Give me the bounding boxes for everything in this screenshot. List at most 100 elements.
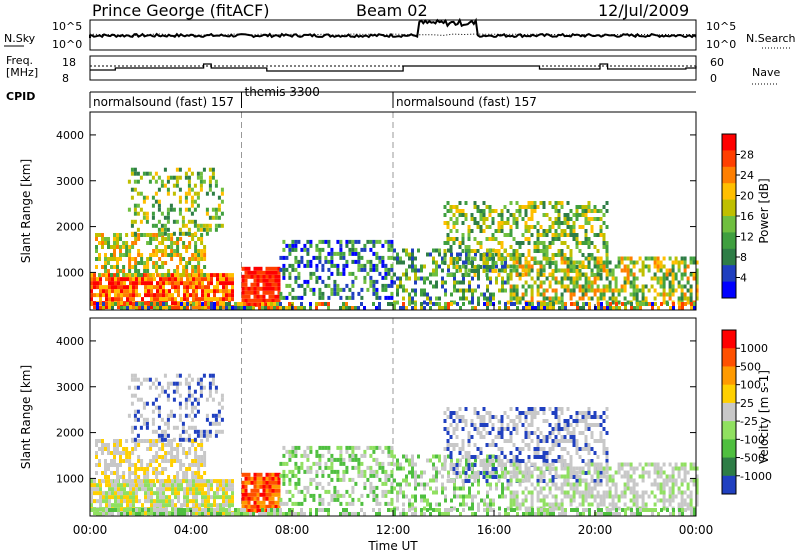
power-cell: [512, 237, 516, 241]
power-cell: [114, 293, 117, 298]
power-cell: [171, 281, 174, 286]
velocity-cell: [512, 498, 516, 503]
velocity-cell: [512, 462, 516, 467]
velocity-cell: [518, 463, 522, 467]
power-cell: [141, 281, 144, 286]
power-cell: [566, 268, 570, 273]
power-cell: [153, 297, 156, 302]
power-cell: [486, 276, 489, 281]
power-cell: [168, 293, 171, 298]
velocity-cell: [548, 447, 552, 451]
velocity-cell: [95, 443, 98, 447]
power-cell: [96, 285, 99, 290]
power-cell: [581, 296, 585, 301]
power-cell: [342, 267, 346, 272]
power-cell: [318, 259, 322, 264]
power-cell: [605, 276, 609, 281]
velocity-cell: [545, 459, 549, 463]
velocity-cell: [473, 463, 477, 467]
velocity-cell: [494, 415, 498, 419]
power-cell: [381, 255, 385, 260]
velocity-cell: [518, 502, 522, 507]
velocity-cell: [476, 455, 480, 459]
velocity-cell: [135, 487, 138, 492]
velocity-cell: [122, 447, 126, 451]
power-cell: [167, 245, 171, 249]
power-cell: [351, 247, 355, 252]
power-cell: [166, 187, 170, 192]
power-cell: [530, 296, 534, 301]
power-cell: [608, 272, 612, 277]
velocity-cell: [144, 511, 147, 516]
power-cell: [402, 260, 405, 265]
power-cell: [116, 245, 119, 249]
power-cell: [491, 209, 495, 213]
velocity-cell: [578, 482, 582, 487]
velocity-cell: [623, 470, 627, 475]
power-cell: [414, 272, 417, 277]
velocity-cell: [162, 483, 165, 488]
velocity-cell: [390, 501, 394, 506]
velocity-cell: [384, 493, 388, 498]
velocity-cell: [96, 487, 99, 492]
power-cell: [626, 272, 630, 277]
power-cell: [133, 179, 137, 184]
velocity-cell: [210, 479, 213, 484]
velocity-cell: [222, 511, 225, 516]
power-cell: [193, 191, 197, 196]
power-cell: [217, 207, 221, 212]
power-cell: [204, 293, 207, 298]
velocity-cell: [539, 455, 543, 459]
power-cell: [330, 263, 334, 268]
power-cell: [497, 241, 501, 245]
power-cell: [336, 263, 340, 268]
power-cell: [192, 273, 195, 278]
power-cell: [134, 265, 138, 269]
velocity-cell: [122, 471, 126, 475]
power-cell: [363, 275, 367, 280]
velocity-cell: [253, 484, 257, 489]
velocity-cell: [271, 488, 275, 493]
velocity-cell: [163, 421, 167, 426]
power-cell: [268, 294, 272, 299]
velocity-cell: [650, 462, 654, 467]
power-cell: [351, 243, 355, 248]
power-cell: [443, 257, 447, 261]
power-cell: [366, 271, 370, 276]
velocity-cell: [191, 475, 195, 479]
power-cell: [125, 253, 129, 257]
power-cell: [455, 265, 459, 269]
power-cell: [566, 260, 570, 265]
power-cell: [651, 306, 654, 310]
velocity-cell: [554, 407, 558, 411]
velocity-cell: [168, 499, 171, 504]
velocity-cell: [605, 431, 609, 435]
velocity-cell: [128, 451, 132, 455]
velocity-cell: [222, 479, 225, 484]
velocity-cell: [605, 462, 609, 467]
velocity-cell: [129, 507, 132, 512]
power-cell: [533, 225, 537, 229]
velocity-cell: [155, 467, 159, 471]
power-cell: [216, 281, 219, 286]
power-cell: [225, 302, 228, 306]
power-cell: [393, 280, 396, 285]
power-cell: [393, 306, 396, 310]
power-cell: [578, 205, 582, 209]
velocity-cell: [506, 459, 510, 463]
velocity-cell: [90, 499, 93, 504]
power-cell: [155, 265, 159, 269]
power-cell: [152, 253, 156, 257]
power-cell: [560, 260, 564, 265]
velocity-cell: [456, 466, 459, 471]
power-cell: [653, 272, 657, 277]
power-cell: [265, 270, 269, 275]
velocity-cell: [554, 506, 558, 511]
power-cell: [204, 277, 207, 282]
power-cell: [348, 247, 352, 252]
velocity-cell: [438, 470, 441, 475]
velocity-cell: [117, 503, 120, 508]
velocity-cell: [524, 443, 528, 447]
power-cell: [456, 302, 459, 306]
power-cell: [123, 289, 126, 294]
